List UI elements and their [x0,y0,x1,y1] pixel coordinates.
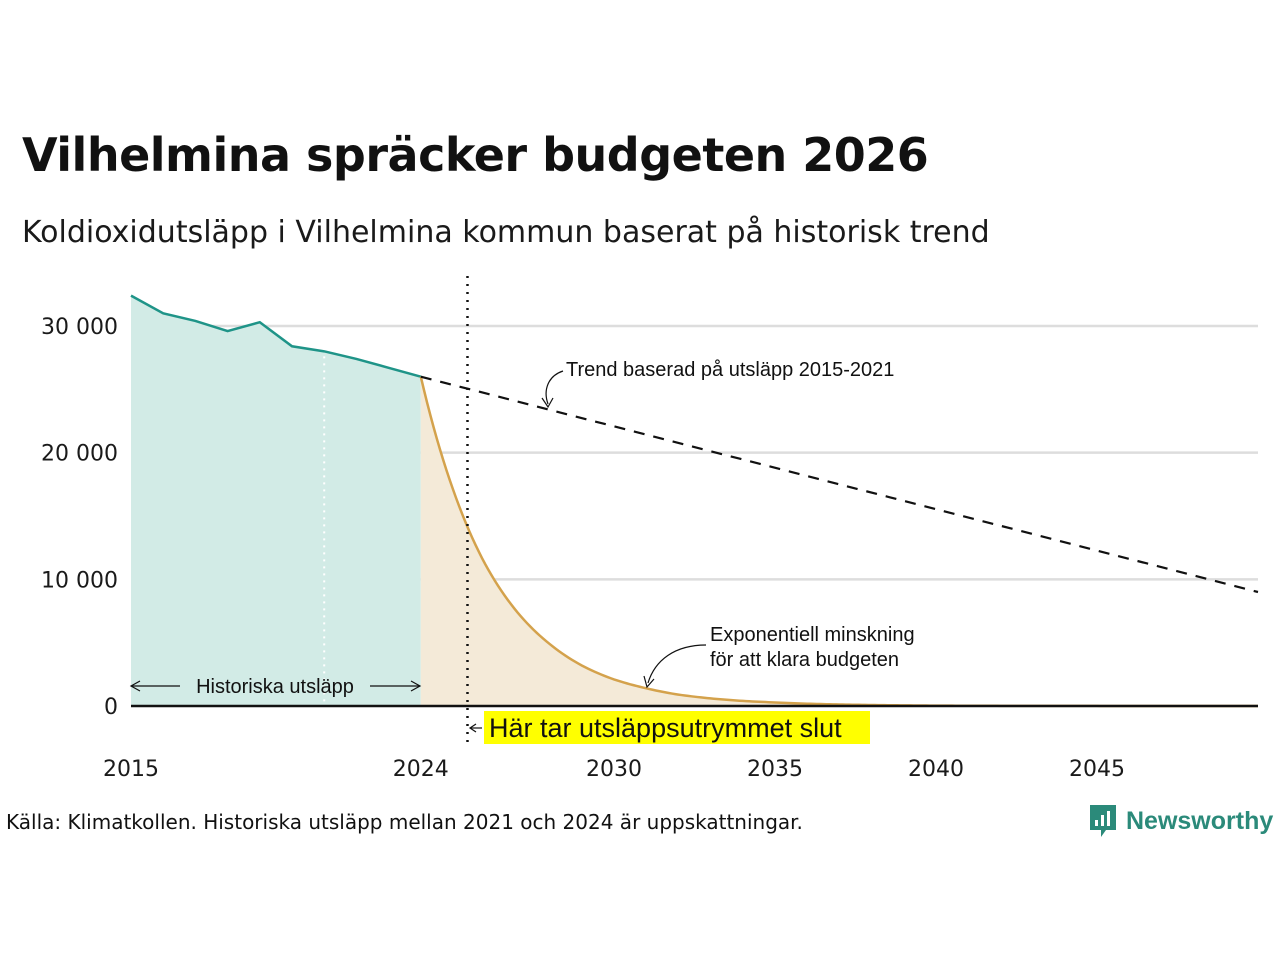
source-note: Källa: Klimatkollen. Historiska utsläpp … [6,810,803,834]
x-tick-label: 2015 [103,757,159,782]
trend-annotation-arrow [541,370,564,409]
x-tick-label: 2045 [1069,757,1125,782]
x-tick-label: 2024 [393,757,449,782]
exp-annotation-arrow [643,644,707,689]
budget-end-highlight [484,711,870,744]
y-tick-label: 30 000 [41,315,118,340]
historical-label: Historiska utsläpp [196,676,354,698]
budget-end-label-arrow [468,723,482,733]
historical-area [131,295,421,706]
chart-title: Vilhelmina spräcker budgeten 2026 [22,128,929,182]
x-axis: 2015 2024 2030 2035 2040 2045 [103,757,1125,782]
x-tick-label: 2035 [747,757,803,782]
trend-line [420,375,1259,594]
y-axis: 0 10 000 20 000 30 000 [41,315,118,720]
y-tick-label: 20 000 [41,442,118,467]
chart-subtitle: Koldioxidutsläpp i Vilhelmina kommun bas… [22,215,990,250]
brand-logo: Newsworthy [1088,803,1273,839]
newsworthy-icon [1090,805,1116,837]
brand-name: Newsworthy [1126,806,1274,835]
historical-line [130,294,422,378]
budget-end-label: Här tar utsläppsutrymmet slut [489,713,842,743]
exp-annotation-line2: för att klara budgeten [710,649,899,671]
budget-area [420,376,1258,706]
y-tick-label: 0 [104,695,118,720]
x-tick-label: 2040 [908,757,964,782]
historical-span-arrows [129,680,422,692]
y-tick-label: 10 000 [41,568,118,593]
exp-annotation-line1: Exponentiell minskning [710,624,915,646]
x-tick-label: 2030 [586,757,642,782]
trend-annotation: Trend baserad på utsläpp 2015-2021 [566,359,894,381]
